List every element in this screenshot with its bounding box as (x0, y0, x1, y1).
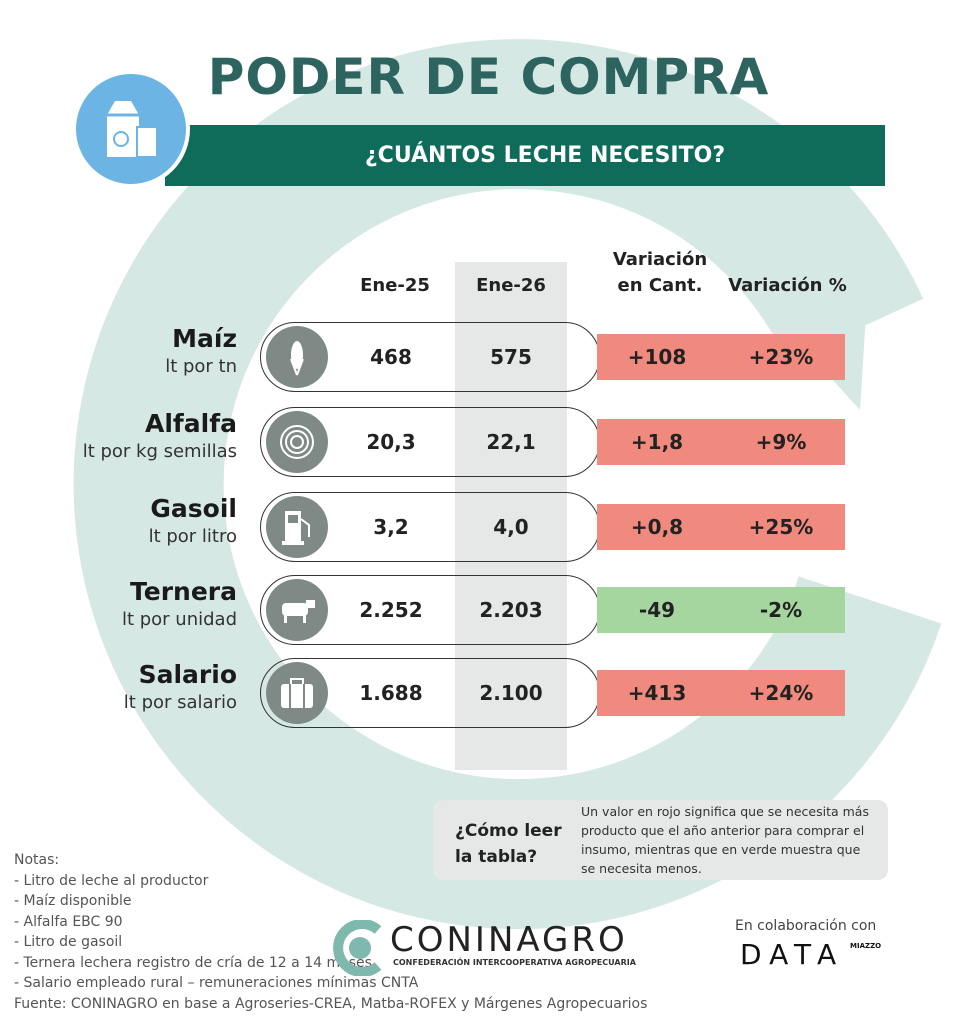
note-line: - Litro de gasoil (14, 934, 123, 950)
var-cant: +413 (627, 681, 687, 705)
collab-label: En colaboración con (735, 918, 877, 934)
col-var-pct: Variación % (728, 275, 847, 296)
note-line: - Alfalfa EBC 90 (14, 913, 123, 930)
value-ene26: 2.203 (479, 598, 543, 622)
variation-bar: -49 -2% (597, 587, 845, 633)
var-pct: +9% (755, 430, 807, 454)
how-to-text: Un valor en rojo significa que se necesi… (581, 804, 869, 876)
col-var-cant: Variación en Cant. (595, 247, 725, 299)
var-cant: +0,8 (630, 515, 684, 539)
var-cant: -49 (638, 598, 676, 622)
value-ene25: 1.688 (359, 681, 423, 705)
value-ene26: 22,1 (486, 430, 536, 454)
note-line: Fuente: CONINAGRO en base a Agroseries-C… (14, 995, 648, 1012)
row-name: Alfalfa (145, 409, 237, 438)
coninagro-sub: Confederación Intercooperativa Agropecua… (393, 958, 636, 967)
value-ene26: 4,0 (493, 515, 529, 539)
briefcase-icon (266, 662, 328, 724)
note-line: - Salario empleado rural – remuneracione… (14, 975, 419, 991)
row-unit: lt por kg semillas (82, 441, 237, 462)
page-title: PODER DE COMPRA (207, 48, 770, 106)
var-cant: +108 (627, 345, 687, 369)
variation-bar: +0,8 +25% (597, 504, 845, 550)
row-unit: lt por unidad (121, 609, 237, 630)
value-ene25: 2.252 (359, 598, 423, 622)
how-to-read-box: ¿Cómo leer la tabla? Un valor en rojo si… (433, 800, 888, 880)
variation-bar: +108 +23% (597, 334, 845, 380)
cow-icon (266, 579, 328, 641)
note-line: - Ternera lechera registro de cría de 12… (14, 954, 372, 971)
value-ene26: 2.100 (479, 681, 543, 705)
var-pct: +24% (748, 681, 814, 705)
col-ene26: Ene-26 (476, 275, 546, 296)
row-unit: lt por tn (165, 356, 237, 377)
coninagro-logo-icon (333, 920, 382, 976)
value-ene25: 20,3 (366, 430, 416, 454)
milk-carton-icon (72, 70, 190, 188)
value-ene25: 3,2 (373, 515, 409, 539)
ene26-column-bg (455, 262, 567, 770)
note-line: Notas: (14, 852, 60, 868)
row-name: Maíz (172, 324, 237, 353)
note-line: - Maíz disponible (14, 893, 132, 909)
col-var-cant-l1: Variación (612, 249, 708, 270)
col-ene25: Ene-25 (360, 275, 430, 296)
row-name: Ternera (130, 577, 237, 606)
var-pct: +25% (748, 515, 814, 539)
var-pct: -2% (759, 598, 803, 622)
row-unit: lt por salario (123, 692, 237, 713)
row-unit: lt por litro (148, 526, 237, 547)
data-logo-sup: MIAZZO (850, 942, 882, 950)
hay-bale-icon (266, 411, 328, 473)
data-logo: DATA (740, 938, 845, 971)
value-ene26: 575 (490, 345, 532, 369)
how-to-title: ¿Cómo leer la tabla? (455, 821, 562, 867)
var-cant: +1,8 (630, 430, 684, 454)
coninagro-logo: CONINAGRO (390, 920, 628, 960)
subtitle-banner: ¿CUÁNTOS LECHE NECESITO? (165, 125, 885, 186)
value-ene25: 468 (370, 345, 412, 369)
var-pct: +23% (748, 345, 814, 369)
variation-bar: +413 +24% (597, 670, 845, 716)
variation-bar: +1,8 +9% (597, 419, 845, 465)
corn-icon (266, 326, 328, 388)
fuel-pump-icon (266, 496, 328, 558)
note-line: - Litro de leche al productor (14, 872, 209, 889)
subtitle: ¿CUÁNTOS LECHE NECESITO? (364, 143, 726, 168)
row-name: Gasoil (150, 494, 237, 523)
col-var-cant-l2: en Cant. (617, 275, 703, 296)
row-name: Salario (138, 660, 237, 689)
